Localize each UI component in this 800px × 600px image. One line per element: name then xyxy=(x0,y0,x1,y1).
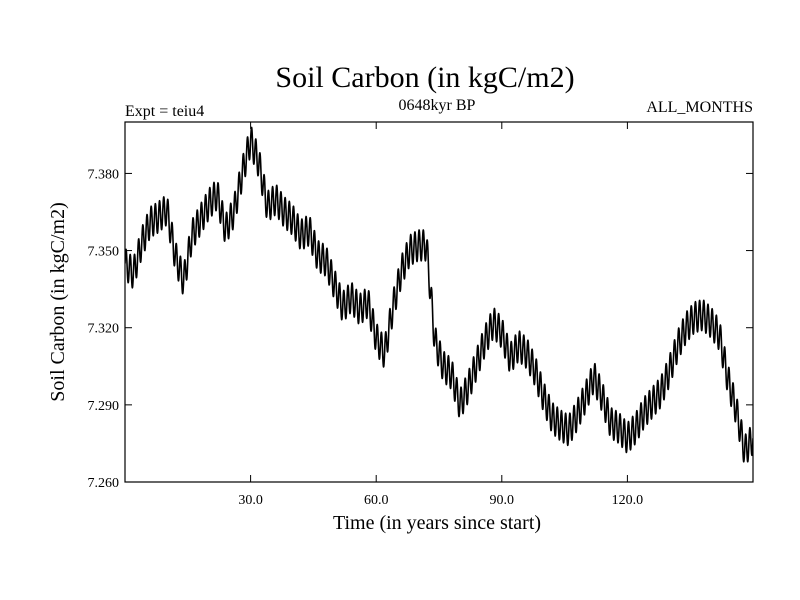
months-label: ALL_MONTHS xyxy=(646,99,753,116)
y-tick-label: 7.320 xyxy=(88,322,120,337)
experiment-label: Expt = teiu4 xyxy=(125,103,204,120)
y-axis-label: Soil Carbon (in kgC/m2) xyxy=(47,202,69,401)
x-tick-label: 90.0 xyxy=(490,493,515,508)
x-tick-label: 30.0 xyxy=(238,493,263,508)
y-tick-label: 7.380 xyxy=(88,167,120,182)
x-tick-label: 60.0 xyxy=(364,493,389,508)
chart-title: Soil Carbon (in kgC/m2) xyxy=(275,61,574,94)
soil-carbon-line xyxy=(125,126,753,463)
y-tick-label: 7.350 xyxy=(88,245,120,260)
y-tick-label: 7.290 xyxy=(88,399,120,414)
x-tick-label: 120.0 xyxy=(612,493,644,508)
plot-frame xyxy=(124,121,754,483)
period-label: 0648kyr BP xyxy=(399,97,476,114)
y-tick-label: 7.260 xyxy=(88,476,120,491)
x-axis-label: Time (in years since start) xyxy=(333,512,541,534)
